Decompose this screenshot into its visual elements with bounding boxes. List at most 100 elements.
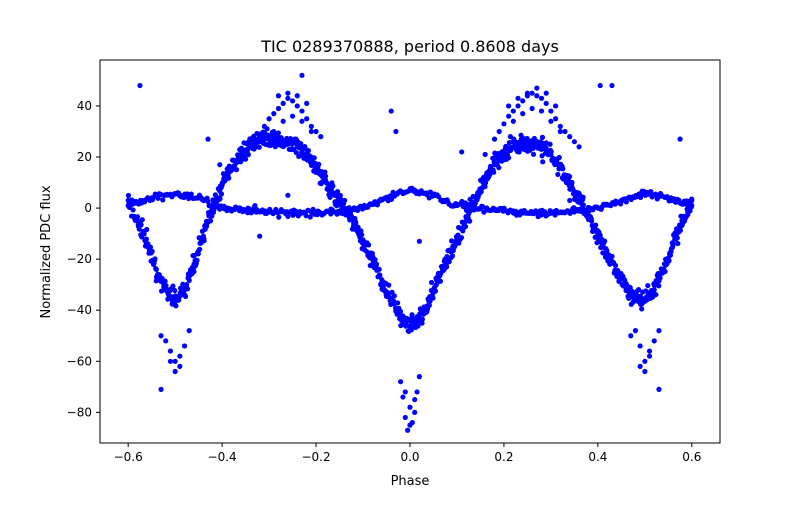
light-curve-point (595, 233, 601, 239)
light-curve-point (275, 136, 282, 142)
y-tick-label: 20 (77, 150, 92, 164)
light-curve-point (376, 266, 382, 272)
light-curve-point (553, 103, 559, 109)
light-curve-point (412, 409, 418, 415)
light-curve-point (416, 315, 422, 321)
light-curve-point (637, 363, 643, 369)
light-curve-point (170, 283, 176, 289)
light-curve-point (194, 257, 200, 263)
light-curve-point (398, 379, 404, 385)
light-curve-point (538, 95, 545, 101)
light-curve-point (405, 427, 411, 433)
light-curve-point (543, 100, 549, 107)
light-curve-point (567, 197, 573, 204)
light-curve-point (196, 195, 202, 201)
light-curve-point (313, 164, 319, 170)
light-curve-point (594, 240, 600, 246)
light-curve-point (538, 108, 545, 114)
light-curve-point (459, 149, 465, 155)
light-curve-point (163, 287, 169, 293)
light-curve-point (318, 134, 324, 140)
y-tick-label: −80 (67, 405, 92, 419)
light-curve-point (642, 358, 648, 364)
light-curve-point (308, 128, 314, 135)
light-curve-point (612, 262, 619, 269)
light-curve-point (322, 169, 328, 175)
light-curve-point (379, 276, 385, 283)
light-curve-point (463, 215, 469, 221)
light-curve-point (651, 338, 657, 344)
light-curve-point (388, 108, 394, 114)
light-curve-point (458, 234, 465, 241)
light-curve-point (510, 118, 516, 124)
light-curve-point (373, 261, 380, 267)
light-curve-point (256, 144, 262, 150)
light-curve-point (299, 118, 305, 124)
light-curve-point (679, 218, 686, 224)
light-curve-point (162, 278, 168, 284)
light-curve-point (629, 289, 635, 295)
light-curve-point (666, 258, 672, 264)
light-curve-point (642, 191, 648, 197)
light-curve-point (416, 238, 422, 244)
light-curve-point (167, 358, 174, 364)
light-curve-point (141, 231, 147, 237)
light-curve-point (501, 208, 507, 214)
light-curve-point (677, 136, 683, 142)
light-curve-point (299, 108, 305, 114)
light-curve-point (304, 151, 310, 158)
light-curve-point (604, 251, 610, 257)
light-curve-point (266, 116, 272, 122)
light-curve-point (266, 209, 272, 215)
light-curve-point (491, 169, 497, 175)
light-curve-point (566, 173, 573, 180)
light-curve-point (685, 212, 691, 218)
chart-title: TIC 0289370888, period 0.8608 days (260, 37, 559, 56)
light-curve-point (243, 208, 249, 214)
light-curve-point (359, 232, 365, 238)
light-curve-point (416, 374, 422, 380)
light-curve-point (136, 226, 142, 232)
light-curve-point (454, 202, 460, 209)
light-curve-point (407, 404, 413, 410)
light-curve-point (294, 93, 300, 99)
light-curve-point (172, 287, 178, 294)
light-curve-point (172, 358, 178, 364)
light-curve-point (294, 103, 300, 109)
light-curve-point (426, 302, 432, 308)
light-curve-point (571, 139, 577, 145)
light-curve-point (400, 394, 406, 400)
light-curve-point (665, 195, 671, 201)
light-curve-point (510, 144, 516, 150)
light-curve-point (597, 82, 603, 89)
light-curve-point (491, 136, 498, 142)
light-curve-point (369, 256, 376, 262)
light-curve-point (197, 246, 203, 252)
light-curve-point (327, 194, 333, 200)
light-curve-point (294, 144, 300, 150)
light-curve-point (571, 209, 577, 215)
light-curve-point (538, 144, 545, 150)
x-tick-label: 0.4 (588, 450, 607, 464)
light-curve-point (653, 291, 659, 298)
light-curve-point (539, 134, 546, 140)
light-curve-point (285, 139, 291, 145)
light-curve-point (656, 386, 662, 392)
light-curve-point (182, 293, 189, 300)
light-curve-point (529, 141, 535, 147)
light-curve-point (336, 209, 343, 215)
light-curve-point (602, 238, 608, 244)
light-curve-point (303, 213, 309, 219)
y-tick-label: 40 (77, 99, 92, 113)
light-curve-point (196, 235, 202, 241)
light-curve-point (637, 343, 643, 349)
light-curve-point (556, 154, 562, 161)
light-curve-point (383, 195, 390, 201)
light-curve-point (181, 343, 188, 349)
light-curve-point (337, 192, 343, 199)
light-curve-point (285, 90, 291, 96)
light-curve-point (158, 386, 164, 392)
light-curve-point (289, 98, 296, 104)
light-curve-point (428, 279, 435, 286)
